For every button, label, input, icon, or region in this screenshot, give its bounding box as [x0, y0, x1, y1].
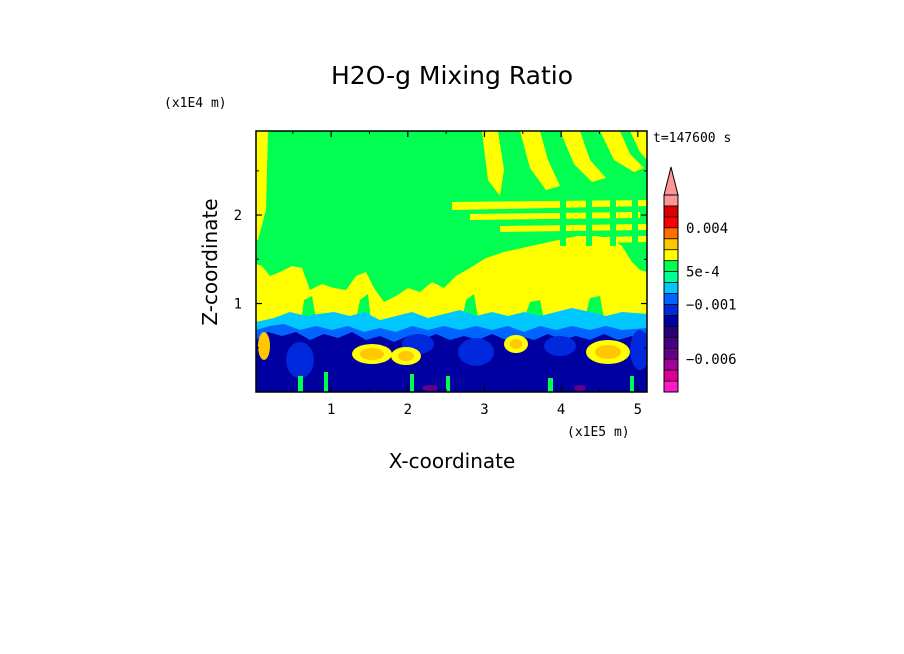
- x-tick-label: 3: [480, 402, 488, 418]
- chart-title: H2O-g Mixing Ratio: [331, 61, 573, 90]
- field-moist-blobs: [258, 332, 630, 365]
- x-tick-label: 4: [557, 402, 565, 418]
- colorbar-segment: [664, 227, 678, 239]
- y-axis-label: Z-coordinate: [198, 198, 222, 325]
- colorbar-segment: [664, 205, 678, 217]
- y-unit-label: (x1E4 m): [164, 96, 227, 111]
- colorbar-extend-arrow: [663, 166, 679, 196]
- colorbar-segment: [664, 271, 678, 283]
- colorbar-label: −0.001: [686, 297, 737, 313]
- x-tick-label: 5: [634, 402, 642, 418]
- x-tick-label: 1: [327, 402, 335, 418]
- field-surface-streaks: [298, 372, 634, 392]
- colorbar-segment: [664, 282, 678, 294]
- x-axis-label: X-coordinate: [389, 449, 516, 473]
- field-blue-pockets: [286, 330, 647, 378]
- field-yellow-layer: [256, 236, 647, 330]
- colorbar: 0.004 5e-4 −0.001 −0.006: [663, 166, 737, 393]
- colorbar-label: 0.004: [686, 221, 728, 237]
- field-dark-blue-layer: [256, 332, 647, 392]
- plot-frame: [255, 130, 648, 393]
- field-surface-spots: [422, 385, 586, 391]
- colorbar-segment: [664, 195, 678, 206]
- y-axis: 12: [234, 170, 647, 349]
- time-label: t=147600 s: [653, 131, 731, 146]
- x-unit-label: (x1E5 m): [567, 425, 630, 440]
- colorbar-segment: [664, 249, 678, 261]
- x-tick-label: 2: [404, 402, 412, 418]
- colorbar-label: −0.006: [686, 352, 737, 368]
- colorbar-segment: [664, 326, 678, 338]
- colorbar-segment: [664, 370, 678, 382]
- y-tick-label: 1: [234, 297, 242, 313]
- colorbar-segment: [664, 216, 678, 228]
- colorbar-segment: [664, 348, 678, 360]
- colorbar-segment: [664, 359, 678, 371]
- colorbar-segment: [664, 293, 678, 305]
- colorbar-label: 5e-4: [686, 265, 720, 281]
- contour-field: [256, 131, 647, 392]
- x-axis: 1 2 3 4 5: [292, 131, 642, 418]
- colorbar-segment: [664, 238, 678, 250]
- colorbar-segment: [664, 315, 678, 327]
- colorbar-segment: [664, 304, 678, 316]
- colorbar-segment: [664, 337, 678, 349]
- y-tick-label: 2: [234, 208, 242, 224]
- colorbar-segment: [664, 260, 678, 272]
- colorbar-segment: [664, 381, 678, 392]
- field-streak-gaps: [560, 200, 638, 246]
- field-upper-streaks: [256, 131, 647, 244]
